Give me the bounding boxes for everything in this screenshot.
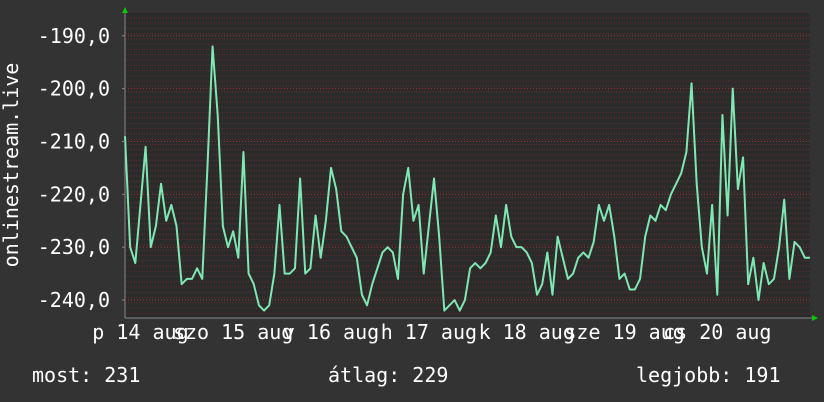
x-tick-label: szo 15 aug: [173, 320, 293, 344]
series-line: [124, 45, 810, 312]
stat-best: legjobb: 191: [636, 363, 781, 387]
x-tick-label: k 18 aug: [479, 320, 575, 344]
x-arrow: [812, 315, 818, 321]
x-tick-label: cs 20 aug: [663, 320, 771, 344]
y-tick-label: -200,0: [38, 77, 110, 101]
x-tick-label: h 17 aug: [381, 320, 477, 344]
y-arrow: [122, 7, 128, 13]
x-tick-label: sze 19 aug: [564, 320, 684, 344]
x-tick-label: v 16 aug: [283, 320, 379, 344]
y-tick-label: -190,0: [38, 24, 110, 48]
x-tick-label: p 14 aug: [92, 320, 188, 344]
y-tick-label: -220,0: [38, 182, 110, 206]
y-axis-label: onlinestream.live: [0, 63, 23, 268]
y-tick-label: -240,0: [38, 288, 110, 312]
stat-current: most: 231: [32, 363, 140, 387]
y-tick-label: -210,0: [38, 129, 110, 153]
plot: [124, 35, 810, 312]
stat-average: átlag: 229: [328, 363, 448, 387]
y-tick-label: -230,0: [38, 235, 110, 259]
